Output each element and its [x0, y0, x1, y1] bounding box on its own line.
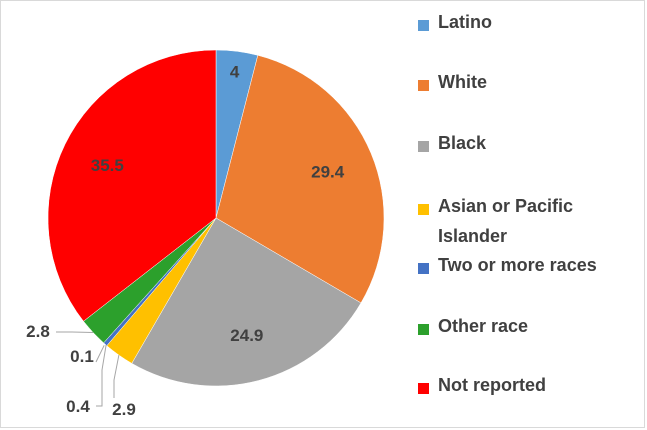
legend-swatch-white [418, 80, 429, 91]
legend-swatch-other-race [418, 324, 429, 335]
legend-label-black: Black [438, 133, 487, 153]
legend-label-latino: Latino [438, 12, 492, 32]
pie-slice-not-reported [47, 49, 217, 322]
legend-item-asian-or-pacific-islander: Asian or Pacific Islander [418, 196, 633, 251]
legend-swatch-two-or-more-races [418, 263, 429, 274]
data-label-other-race: 2.8 [26, 322, 50, 341]
legend-item-not-reported: Not reported [418, 375, 633, 400]
leader-line-two-or-more-races-extra [95, 345, 105, 363]
leader-line-two-or-more-races [96, 344, 107, 407]
legend-item-white: White [418, 72, 633, 97]
data-label-black: 24.9 [230, 326, 263, 345]
legend-swatch-latino [418, 20, 429, 31]
pie-slice-white [215, 54, 385, 304]
legend-label-other-race: Other race [438, 316, 529, 336]
leader-line-asian-or-pacific-islander [113, 354, 120, 398]
data-label-not-reported: 35.5 [91, 156, 124, 175]
legend-swatch-not-reported [418, 383, 429, 394]
legend-item-black: Black [418, 133, 633, 158]
leader-line-other-race [56, 331, 94, 334]
legend-swatch-asian-or-pacific-islander [418, 204, 429, 215]
legend-item-two-or-more-races: Two or more races [418, 255, 633, 280]
data-label-latino: 4 [230, 62, 240, 81]
legend-item-latino: Latino [418, 12, 633, 37]
legend-label-asian-or-pacific-islander: Asian or Pacific Islander [438, 196, 574, 246]
data-label-two-or-more-races-extra: 0.1 [70, 347, 94, 366]
data-label-two-or-more-races: 0.4 [66, 397, 90, 416]
legend-item-other-race: Other race [418, 316, 633, 341]
legend-swatch-black [418, 141, 429, 152]
legend-label-white: White [438, 72, 487, 92]
data-label-asian-or-pacific-islander: 2.9 [112, 400, 136, 419]
legend-label-not-reported: Not reported [438, 375, 546, 395]
pie-slice-black [131, 217, 362, 387]
legend-label-two-or-more-races: Two or more races [438, 255, 597, 275]
data-label-white: 29.4 [311, 162, 345, 181]
